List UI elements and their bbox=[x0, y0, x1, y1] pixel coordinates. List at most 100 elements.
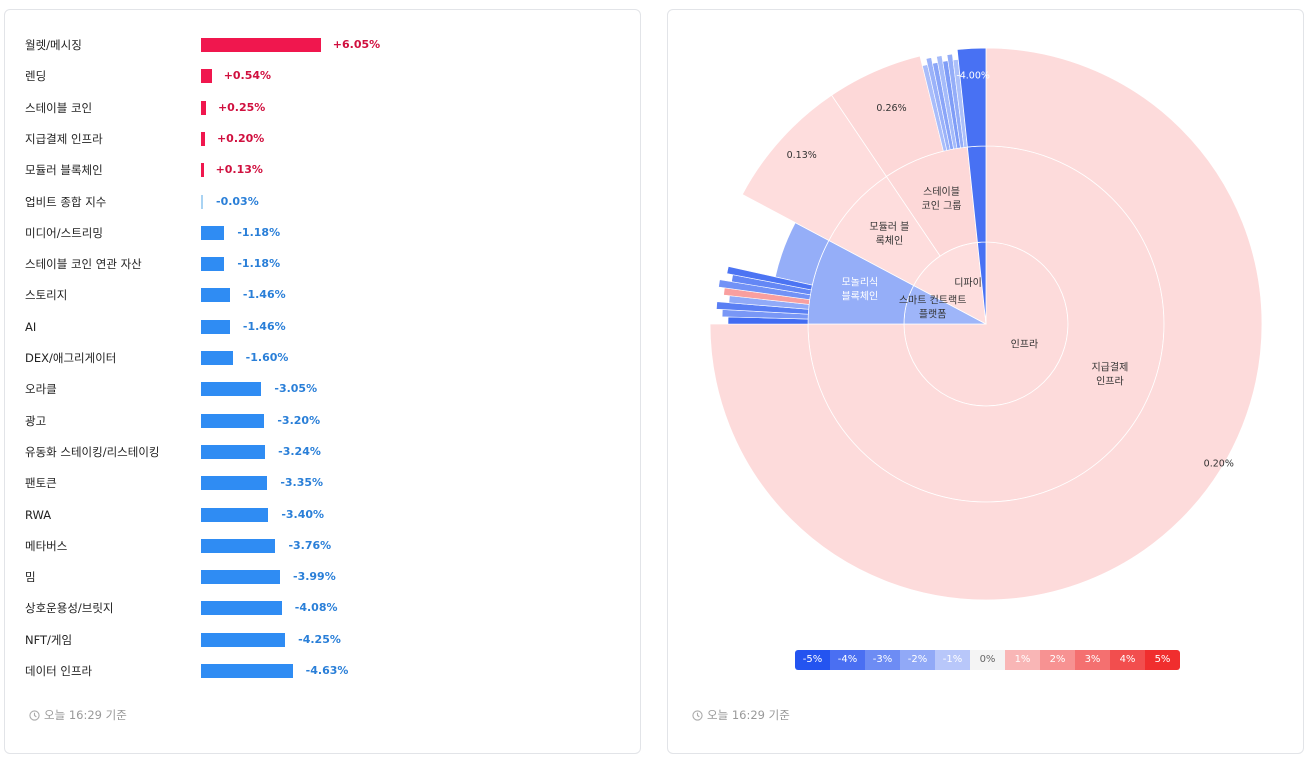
sector-label: 스테이블 코인 bbox=[25, 100, 93, 115]
sector-bar bbox=[201, 100, 206, 115]
sector-row[interactable]: NFT/게임 -4.25% bbox=[5, 630, 635, 650]
sector-value: -3.24% bbox=[278, 444, 321, 458]
sector-value: -3.20% bbox=[277, 413, 321, 427]
sector-label: 상호운용성/브릿지 bbox=[25, 601, 114, 616]
legend-cell: -1% bbox=[935, 650, 970, 670]
clock-icon bbox=[692, 709, 703, 721]
sector-label: NFT/게임 bbox=[25, 632, 73, 647]
sunburst-inner-label: 플랫폼 bbox=[919, 309, 947, 321]
sector-bar bbox=[201, 538, 276, 553]
sunburst-middle-label: 스테이블 bbox=[923, 186, 960, 198]
sector-bar bbox=[201, 444, 266, 459]
legend-cell: 5% bbox=[1145, 650, 1180, 670]
sector-bar bbox=[201, 288, 230, 303]
sunburst-outer-segment[interactable] bbox=[956, 47, 987, 148]
left-timestamp: 오늘 16:29 기준 bbox=[29, 707, 127, 723]
sunburst-outer-label: -4.00% bbox=[956, 70, 990, 81]
sector-row[interactable]: 데이터 인프라 -4.63% bbox=[5, 661, 635, 681]
sector-row[interactable]: 스토리지 -1.46% bbox=[5, 285, 635, 305]
legend-cell: 3% bbox=[1075, 650, 1110, 670]
sector-row[interactable]: 렌딩 +0.54% bbox=[5, 66, 635, 86]
sunburst-outer-segment[interactable] bbox=[709, 47, 1263, 601]
sector-row[interactable]: DEX/애그리게이터 -1.60% bbox=[5, 348, 635, 368]
sector-label: 오라클 bbox=[25, 382, 57, 397]
color-legend: -5% -4% -3% -2% -1% 0% 1% 2% 3% 4% 5% bbox=[795, 650, 1180, 670]
right-timestamp: 오늘 16:29 기준 bbox=[692, 707, 790, 723]
sector-row[interactable]: 상호운용성/브릿지 -4.08% bbox=[5, 598, 635, 618]
timestamp-text: 오늘 16:29 기준 bbox=[707, 708, 790, 722]
sector-label: 지급결제 인프라 bbox=[25, 131, 103, 146]
sector-bar bbox=[201, 413, 265, 428]
sector-label: 메타버스 bbox=[25, 538, 68, 553]
sunburst-middle-label: 인프라 bbox=[1096, 376, 1124, 388]
sunburst-outer-label: -1.78% bbox=[751, 235, 785, 246]
legend-cell: 0% bbox=[970, 650, 1005, 670]
sunburst-middle-label: 모놀리식 bbox=[841, 277, 878, 289]
sunburst-middle-label: 록체인 bbox=[876, 235, 904, 247]
sector-value: -1.18% bbox=[237, 225, 281, 239]
sector-label: 유동화 스테이킹/리스테이킹 bbox=[25, 444, 160, 459]
sector-value: -1.60% bbox=[245, 351, 289, 364]
legend-cell: -5% bbox=[795, 650, 830, 670]
clock-icon bbox=[29, 709, 40, 721]
sector-bar bbox=[201, 601, 282, 616]
sector-row[interactable]: 스테이블 코인 연관 자산 -1.18% bbox=[5, 254, 635, 274]
sector-label: AI bbox=[25, 319, 37, 334]
legend-cell: -4% bbox=[830, 650, 865, 670]
sector-row[interactable]: 지급결제 인프라 +0.20% bbox=[5, 129, 635, 149]
sector-row[interactable]: 미디어/스트리밍 -1.18% bbox=[5, 223, 635, 243]
sector-label: 미디어/스트리밍 bbox=[25, 225, 103, 240]
sector-row[interactable]: 월렛/메시징 +6.05% bbox=[5, 35, 635, 55]
sunburst-middle-label: 코인 그룹 bbox=[922, 200, 962, 212]
sector-bar bbox=[201, 194, 203, 209]
sector-bar bbox=[201, 319, 230, 334]
sector-label: 밈 bbox=[25, 570, 36, 585]
sector-row[interactable]: 밈 -3.99% bbox=[5, 567, 635, 587]
sector-row[interactable]: 업비트 종합 지수 -0.03% bbox=[5, 192, 635, 212]
sector-row[interactable]: 팬토큰 -3.35% bbox=[5, 473, 635, 493]
sunburst-outer-segment[interactable] bbox=[831, 55, 944, 177]
sector-row[interactable]: RWA -3.40% bbox=[5, 505, 635, 525]
legend-cell: 2% bbox=[1040, 650, 1075, 670]
sector-bar bbox=[201, 257, 225, 272]
sector-value: -1.46% bbox=[242, 288, 286, 302]
sector-row[interactable]: 메타버스 -3.76% bbox=[5, 536, 635, 556]
sector-label: 렌딩 bbox=[25, 69, 47, 84]
sector-row[interactable]: 스테이블 코인 +0.25% bbox=[5, 98, 635, 118]
sector-row[interactable]: 유동화 스테이킹/리스테이킹 -3.24% bbox=[5, 442, 635, 462]
sector-value: -3.40% bbox=[281, 507, 325, 521]
sector-value: -4.63% bbox=[305, 664, 349, 677]
sector-bar bbox=[201, 476, 268, 491]
sector-row[interactable]: 광고 -3.20% bbox=[5, 411, 635, 431]
sector-label: 스테이블 코인 연관 자산 bbox=[25, 257, 142, 272]
sector-value: -4.25% bbox=[298, 632, 341, 646]
sector-label: 팬토큰 bbox=[25, 476, 57, 491]
sector-row[interactable]: 오라클 -3.05% bbox=[5, 379, 635, 399]
legend-cell: -3% bbox=[865, 650, 900, 670]
sunburst-outer-subsegment[interactable] bbox=[726, 266, 813, 291]
sunburst-middle-label: 블록체인 bbox=[841, 291, 878, 303]
sector-label: 모듈러 블록체인 bbox=[25, 163, 103, 178]
sector-row[interactable]: AI -1.46% bbox=[5, 317, 635, 337]
sector-label: 광고 bbox=[25, 413, 47, 428]
timestamp-text: 오늘 16:29 기준 bbox=[44, 708, 127, 722]
legend-cell: 1% bbox=[1005, 650, 1040, 670]
sector-value: +0.13% bbox=[215, 163, 263, 177]
sector-value: -3.76% bbox=[288, 538, 332, 552]
sector-value: +6.05% bbox=[332, 38, 381, 51]
sector-value: -3.05% bbox=[274, 382, 318, 396]
sector-bar bbox=[201, 38, 321, 52]
sector-bar bbox=[201, 163, 204, 178]
sector-value: -1.46% bbox=[242, 319, 286, 333]
sector-label: RWA bbox=[25, 507, 52, 522]
sector-row[interactable]: 모듈러 블록체인 +0.13% bbox=[5, 160, 635, 180]
sector-value: -0.03% bbox=[216, 194, 259, 208]
sunburst-chart: 0.20%-1.78%0.13%0.26%-4.00%지급결제인프라모놀리식블록… bbox=[709, 47, 1263, 601]
sector-value: -3.99% bbox=[293, 570, 336, 584]
sunburst-inner-label: 스마트 컨트랙트 bbox=[899, 295, 967, 307]
sunburst-middle-label: 지급결제 bbox=[1091, 362, 1128, 374]
sector-label: 스토리지 bbox=[25, 288, 68, 303]
legend-cell: -2% bbox=[900, 650, 935, 670]
sunburst-card: 0.20% -1.78% 0.13% 0.26% -4.00% 지급결제 인프라 모놀리식 블록… bbox=[667, 9, 1304, 754]
sunburst-outer-label: 0.26% bbox=[876, 103, 906, 114]
